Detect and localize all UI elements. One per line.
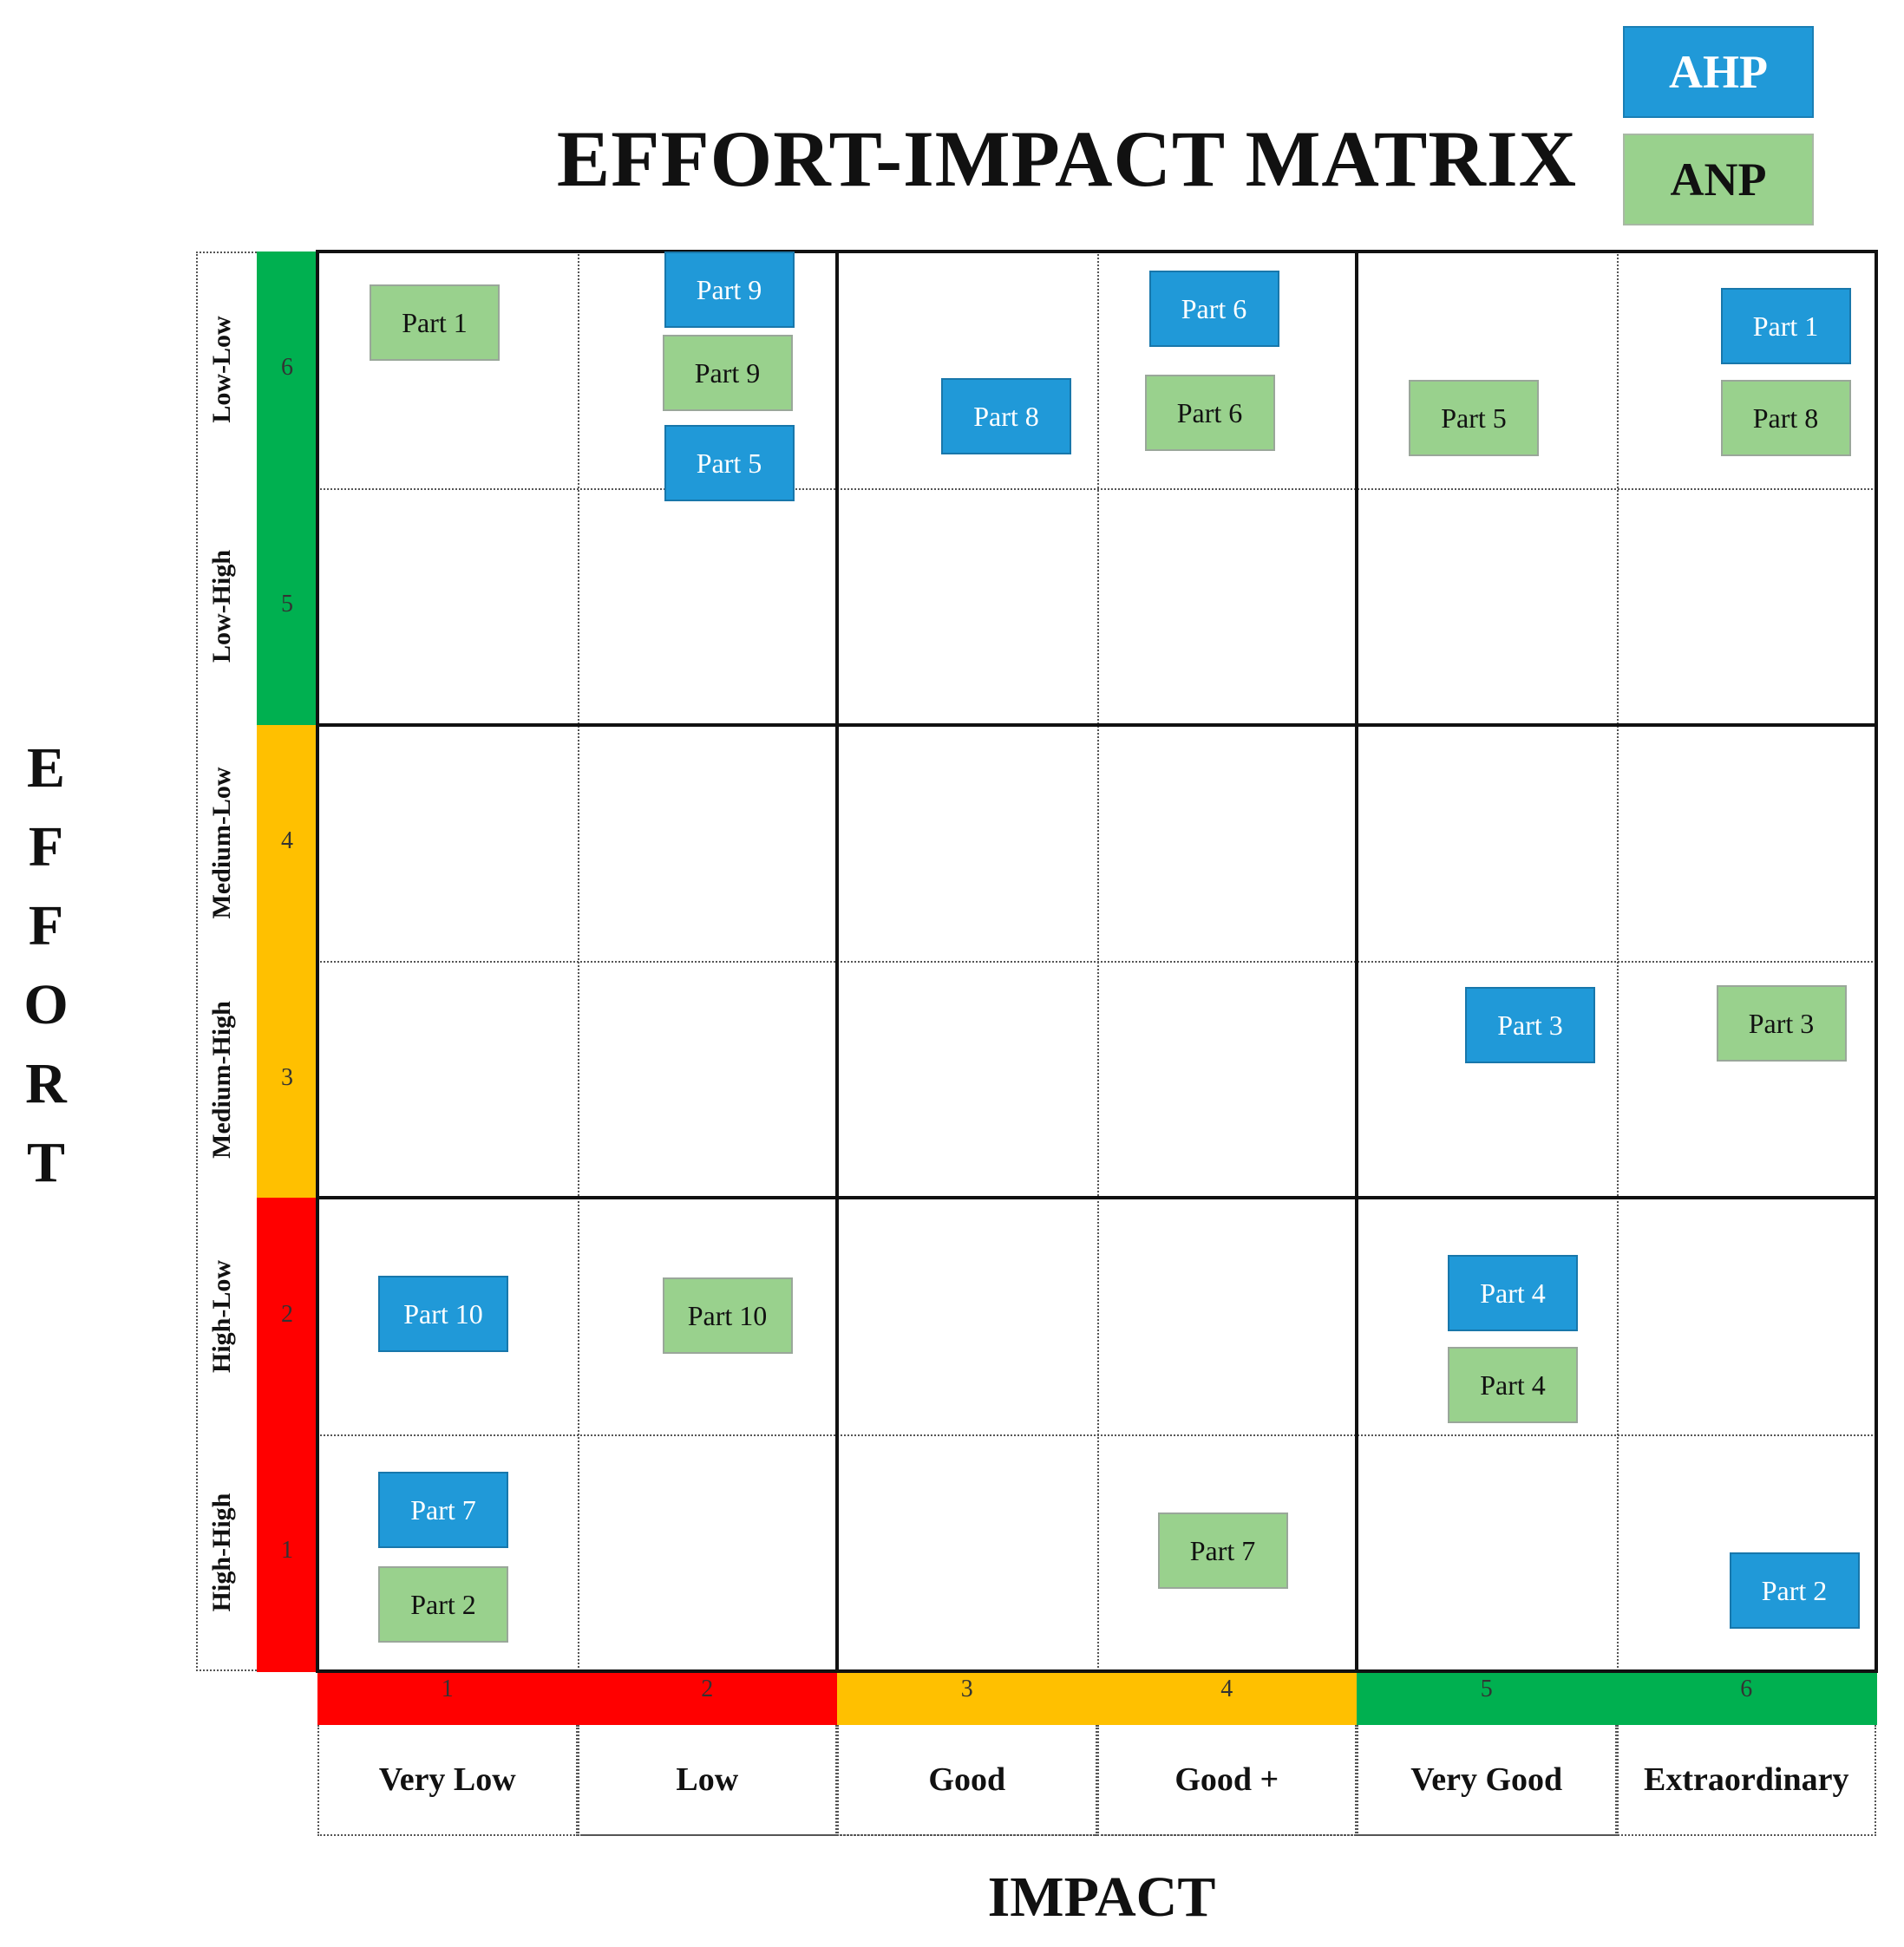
effort-letter: R (25, 1052, 67, 1115)
part-tag-ahp: Part 8 (941, 378, 1071, 454)
part-tag-ahp: Part 5 (664, 425, 795, 501)
impact-level-number: 6 (1740, 1676, 1753, 1702)
effort-level-number: 4 (281, 827, 293, 854)
part-tag-anp: Part 10 (662, 1277, 793, 1355)
effort-color-bar (257, 1198, 317, 1435)
effort-row-label: Medium-High (189, 961, 255, 1198)
part-tag-anp: Part 3 (1716, 985, 1847, 1062)
grid-line-major (835, 250, 839, 1673)
part-tag-ahp: Part 6 (1148, 271, 1279, 347)
grid-line-major (316, 1669, 1878, 1673)
part-tag-ahp: Part 4 (1448, 1255, 1578, 1332)
effort-letter: O (23, 973, 69, 1036)
effort-row-label: Low-High (189, 488, 255, 725)
effort-row-label-text: Medium-High (207, 1000, 236, 1159)
grid-line-major (316, 250, 1878, 253)
effort-row-label-text: High-High (207, 1493, 236, 1612)
effort-level-number: 6 (281, 354, 293, 382)
part-tag-anp: Part 6 (1144, 375, 1275, 451)
impact-level-number: 3 (960, 1676, 973, 1702)
effort-letter: E (26, 736, 66, 800)
impact-color-bar (837, 1671, 1098, 1725)
part-tag-ahp: Part 10 (378, 1276, 508, 1353)
impact-level-number: 1 (441, 1676, 454, 1702)
impact-level-label: Extraordinary (1616, 1725, 1876, 1836)
part-tag-ahp: Part 2 (1729, 1552, 1860, 1629)
effort-color-bar (257, 487, 317, 726)
legend-ahp: AHP (1623, 26, 1814, 118)
part-tag-ahp: Part 9 (664, 252, 795, 328)
effort-row-label: High-Low (189, 1198, 255, 1434)
effort-color-bar (257, 961, 317, 1199)
part-tag-anp: Part 7 (1157, 1513, 1288, 1589)
effort-letter: F (28, 815, 64, 879)
impact-level-number: 2 (701, 1676, 714, 1702)
impact-level-label: Low (577, 1725, 837, 1836)
impact-level-number: 5 (1480, 1676, 1493, 1702)
grid-line-dotted (317, 1834, 1876, 1836)
impact-axis-title: IMPACT (987, 1865, 1216, 1929)
impact-level-number: 4 (1220, 1676, 1233, 1702)
effort-row-label: Medium-Low (189, 725, 255, 962)
effort-row-label-text: High-Low (207, 1259, 236, 1373)
grid-line-major (316, 1196, 1878, 1200)
impact-color-bar (1616, 1671, 1877, 1725)
impact-color-bar (1357, 1671, 1618, 1725)
effort-level-number: 3 (281, 1063, 293, 1091)
effort-level-number: 1 (281, 1537, 293, 1565)
effort-axis-title: E F F O R T (16, 728, 76, 1202)
effort-row-label-text: Low-High (207, 550, 236, 663)
part-tag-ahp: Part 3 (1465, 987, 1595, 1064)
impact-color-bar (577, 1671, 838, 1725)
matrix-title: EFFORT-IMPACT MATRIX (556, 114, 1578, 203)
grid-line-major (316, 250, 319, 1673)
effort-color-bar (257, 252, 317, 489)
grid-line-dotted (317, 961, 1876, 964)
impact-color-bar (1096, 1671, 1358, 1725)
effort-color-bar (257, 1434, 317, 1672)
grid-line-major (1355, 250, 1358, 1673)
effort-row-label: Low-Low (189, 252, 255, 488)
impact-color-bar (317, 1671, 579, 1725)
grid-line-major (316, 722, 1878, 727)
effort-level-number: 5 (281, 591, 293, 618)
effort-row-label: High-High (189, 1434, 255, 1671)
part-tag-ahp: Part 7 (378, 1472, 508, 1548)
effort-letter: F (28, 894, 64, 957)
grid-line-dotted (1616, 252, 1619, 1671)
effort-row-label-text: Low-Low (207, 316, 236, 424)
legend-anp: ANP (1623, 134, 1814, 225)
part-tag-anp: Part 5 (1409, 380, 1539, 456)
impact-level-label: Very Good (1357, 1725, 1617, 1836)
part-tag-anp: Part 4 (1448, 1347, 1578, 1424)
effort-level-number: 2 (281, 1300, 293, 1328)
grid-line-dotted (317, 1434, 1876, 1436)
part-tag-anp: Part 2 (378, 1566, 508, 1643)
part-tag-anp: Part 8 (1720, 380, 1851, 456)
impact-level-label: Very Low (317, 1725, 578, 1836)
effort-letter: T (26, 1131, 66, 1194)
grid-line-major (1875, 250, 1878, 1673)
effort-color-bar (257, 724, 317, 963)
impact-level-label: Good + (1096, 1725, 1357, 1836)
effort-row-label-text: Medium-Low (207, 767, 236, 919)
effort-label-column (196, 252, 257, 1671)
impact-level-label: Good (837, 1725, 1097, 1836)
part-tag-anp: Part 1 (370, 284, 500, 361)
part-tag-anp: Part 9 (662, 335, 793, 411)
part-tag-ahp: Part 1 (1720, 288, 1851, 364)
